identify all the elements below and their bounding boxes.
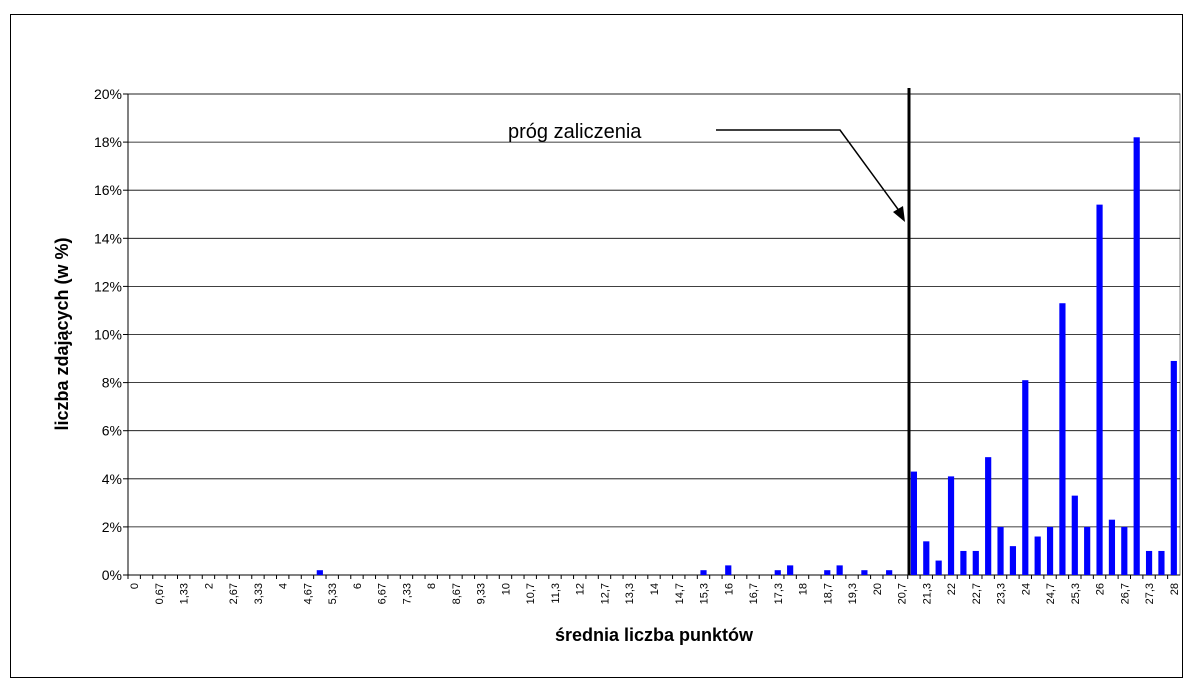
x-tick-label: 0,67 [154, 583, 166, 604]
x-tick-label: 24 [1020, 583, 1032, 595]
bar [997, 526, 1004, 575]
bar [774, 570, 781, 575]
x-tick-label: 26 [1095, 583, 1107, 595]
bar [960, 550, 967, 575]
x-tick-label: 14 [649, 583, 661, 595]
x-tick-label: 18 [798, 583, 810, 595]
y-tick-label: 14% [94, 230, 122, 246]
bar [787, 565, 794, 575]
x-tick-label: 23,3 [996, 583, 1008, 604]
annotation-arrow [716, 129, 901, 213]
plot-layer: 0%2%4%6%8%10%12%14%16%18%20%0 0,67 1,33 2 2,… [94, 86, 1181, 604]
x-tick-label: 11,3 [550, 583, 562, 604]
y-tick-label: 8% [102, 375, 122, 391]
bar [886, 570, 893, 575]
bar [1108, 519, 1116, 575]
x-tick-label: 4 [278, 583, 290, 589]
x-axis-label: średnia liczba punktów [555, 625, 754, 645]
x-tick-label: 10,7 [525, 583, 537, 604]
x-tick-label: 8,67 [451, 583, 463, 604]
y-tick-label: 10% [94, 327, 122, 343]
x-tick-label: 28 [1169, 583, 1181, 595]
bar [1046, 526, 1054, 575]
bar [1071, 495, 1078, 575]
x-tick-label: 19,3 [847, 583, 859, 604]
bar [836, 565, 843, 575]
bar [1170, 360, 1177, 575]
x-tick-label: 16,7 [748, 583, 760, 604]
x-tick-label: 22 [946, 583, 958, 595]
x-tick-label: 16 [723, 583, 735, 595]
y-tick-label: 2% [102, 519, 122, 535]
x-tick-label: 6,67 [377, 583, 389, 604]
x-tick-label: 1,33 [179, 583, 191, 604]
x-tick-label: 24,7 [1045, 583, 1057, 604]
bar [1096, 204, 1103, 575]
x-tick-label: 2,67 [228, 583, 240, 604]
bar [972, 550, 979, 575]
bar [824, 570, 831, 575]
bar [1059, 303, 1066, 575]
x-tick-label: 0 [129, 583, 141, 589]
bar [1158, 550, 1165, 575]
x-tick-label: 20 [872, 583, 884, 595]
x-tick-label: 4,67 [302, 583, 314, 604]
y-tick-label: 6% [102, 423, 122, 439]
x-tick-label: 15,3 [699, 583, 711, 604]
x-tick-label: 27,3 [1144, 583, 1156, 604]
y-tick-label: 12% [94, 278, 122, 294]
y-tick-label: 0% [102, 567, 122, 583]
y-tick-label: 20% [94, 86, 122, 102]
x-tick-label: 10 [500, 583, 512, 595]
bar [1145, 550, 1153, 575]
x-tick-label: 26,7 [1119, 583, 1131, 604]
bar [910, 471, 917, 575]
x-tick-label: 12 [575, 583, 587, 595]
x-tick-label: 8 [426, 583, 438, 589]
bar [947, 476, 955, 575]
bar [935, 560, 942, 575]
bar [725, 565, 732, 575]
x-tick-label: 14,7 [674, 583, 686, 604]
bar [1022, 380, 1029, 575]
bar [1084, 526, 1091, 575]
x-tick-label: 12,7 [599, 583, 611, 604]
arrow-head [893, 206, 905, 222]
x-tick-label: 25,3 [1070, 583, 1082, 604]
bar [1009, 546, 1017, 575]
bar [700, 570, 707, 575]
x-tick-label: 17,3 [773, 583, 785, 604]
annotation: próg zaliczenia [508, 121, 642, 143]
x-tick-label: 3,33 [253, 583, 265, 604]
x-tick-label: 18,7 [822, 583, 834, 604]
y-tick-label: 4% [102, 471, 122, 487]
x-tick-label: 13,3 [624, 583, 636, 604]
bar [985, 457, 992, 575]
bar [1121, 526, 1128, 575]
y-tick-label: 16% [94, 182, 122, 198]
x-tick-label: 22,7 [971, 583, 983, 604]
x-tick-label: 6 [352, 583, 364, 589]
bar [923, 541, 930, 575]
bar [861, 570, 868, 575]
bar [1133, 137, 1140, 576]
bar [316, 570, 323, 575]
x-tick-label: 21,3 [921, 583, 933, 604]
y-axis-label: liczba zdających (w %) [52, 237, 72, 430]
y-tick-label: 18% [94, 134, 122, 150]
x-tick-label: 20,7 [897, 583, 909, 604]
x-tick-label: 7,33 [401, 583, 413, 604]
x-tick-label: 5,33 [327, 583, 339, 604]
bar [1034, 536, 1041, 575]
x-tick-label: 2 [203, 583, 215, 589]
x-tick-label: 9,33 [476, 583, 488, 604]
